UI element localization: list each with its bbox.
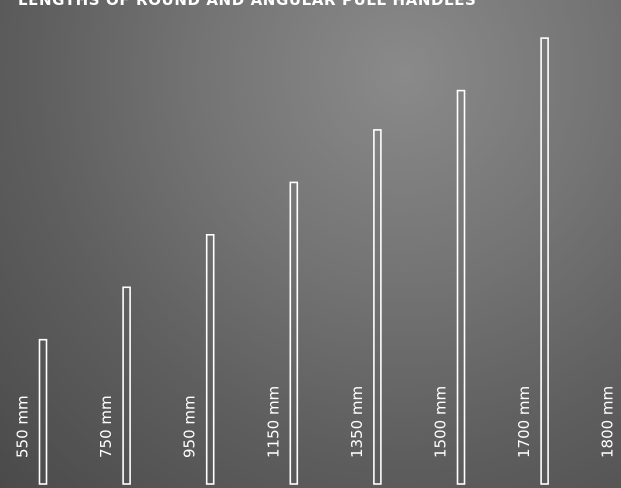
handle-bar [289,181,299,485]
handle-bar [122,286,131,485]
handle-bar [373,129,382,485]
handle-bar [540,37,549,485]
handle-length-label: 950 mm [181,395,199,458]
handle-bar [38,338,48,485]
diagram-title: LENGTHS OF ROUND AND ANGULAR PULL HANDLE… [18,0,477,9]
handle-length-label: 750 mm [97,395,115,458]
handle-length-label: 1700 mm [515,386,533,458]
handle-bar [456,89,466,485]
handle-bar [205,234,215,485]
handle-length-label: 550 mm [14,395,32,458]
handle-length-label: 1800 mm [599,386,617,458]
handle-length-label: 1500 mm [432,386,450,458]
handle-length-label: 1150 mm [264,386,282,458]
handle-length-label: 1350 mm [348,386,366,458]
